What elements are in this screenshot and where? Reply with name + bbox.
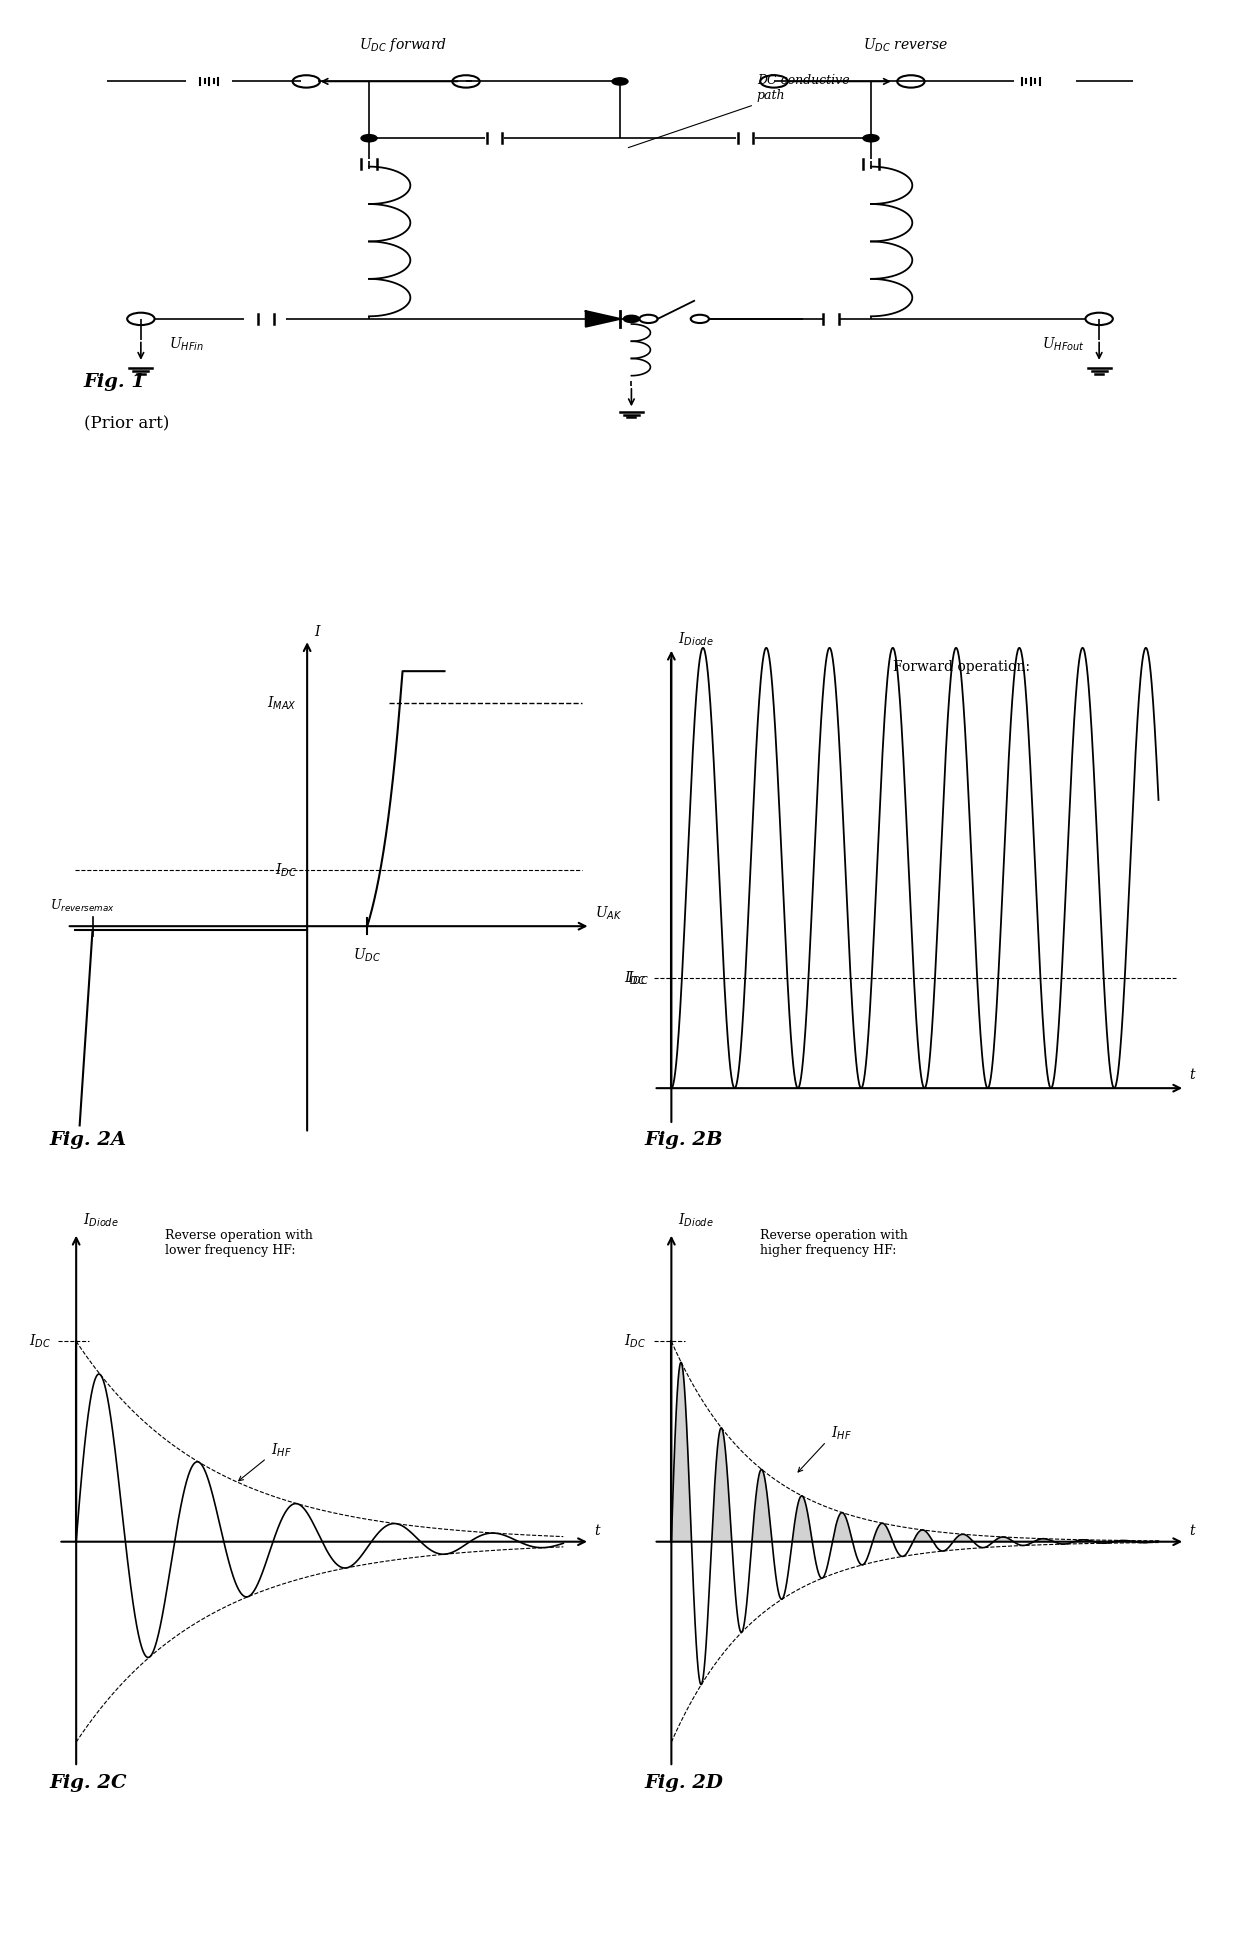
Text: U$_{HFin}$: U$_{HFin}$ bbox=[170, 335, 205, 353]
Text: I$_{Diode}$: I$_{Diode}$ bbox=[678, 631, 714, 649]
Text: U$_{DC}$ forward: U$_{DC}$ forward bbox=[360, 37, 448, 55]
Text: Fig. 2A: Fig. 2A bbox=[50, 1132, 126, 1149]
Text: t: t bbox=[1189, 1068, 1195, 1081]
Text: Fig. 1: Fig. 1 bbox=[84, 374, 146, 392]
Text: U$_{DC}$: U$_{DC}$ bbox=[353, 947, 381, 964]
Text: U$_{AK}$: U$_{AK}$ bbox=[595, 904, 622, 921]
Text: U$_{DC}$ reverse: U$_{DC}$ reverse bbox=[863, 37, 947, 55]
Text: Fig. 2B: Fig. 2B bbox=[645, 1132, 723, 1149]
Text: DC conductive
path: DC conductive path bbox=[629, 74, 849, 148]
Polygon shape bbox=[585, 312, 620, 327]
Text: t: t bbox=[1189, 1523, 1195, 1537]
Text: I$_{HF}$: I$_{HF}$ bbox=[272, 1442, 291, 1459]
Text: I$_{DC}$: I$_{DC}$ bbox=[275, 861, 296, 879]
Text: I: I bbox=[314, 625, 320, 639]
Circle shape bbox=[863, 134, 879, 142]
Text: Reverse operation with
lower frequency HF:: Reverse operation with lower frequency H… bbox=[165, 1229, 312, 1256]
Text: I$_{HF}$: I$_{HF}$ bbox=[831, 1424, 852, 1442]
Text: I$_{DC}$: I$_{DC}$ bbox=[625, 1332, 646, 1350]
Text: I$_{DC}$: I$_{DC}$ bbox=[625, 970, 646, 988]
Text: I$_{MAX}$: I$_{MAX}$ bbox=[267, 693, 296, 711]
Text: Fig. 2D: Fig. 2D bbox=[645, 1775, 724, 1792]
Text: I$_{Diode}$: I$_{Diode}$ bbox=[678, 1212, 714, 1229]
Circle shape bbox=[624, 316, 640, 323]
Text: Forward operation:: Forward operation: bbox=[893, 660, 1029, 674]
Text: U$_{reverse max}$: U$_{reverse max}$ bbox=[50, 898, 114, 914]
Text: Reverse operation with
higher frequency HF:: Reverse operation with higher frequency … bbox=[760, 1229, 908, 1256]
Text: (Prior art): (Prior art) bbox=[84, 415, 169, 432]
Text: Fig. 2C: Fig. 2C bbox=[50, 1775, 128, 1792]
Text: I$_{DC}$: I$_{DC}$ bbox=[30, 1332, 51, 1350]
Text: U$_{HFout}$: U$_{HFout}$ bbox=[1042, 335, 1085, 353]
Circle shape bbox=[613, 78, 627, 86]
Text: I$_{DC}$: I$_{DC}$ bbox=[627, 970, 650, 988]
Text: t: t bbox=[594, 1523, 600, 1537]
Circle shape bbox=[361, 134, 377, 142]
Text: I$_{Diode}$: I$_{Diode}$ bbox=[83, 1212, 119, 1229]
